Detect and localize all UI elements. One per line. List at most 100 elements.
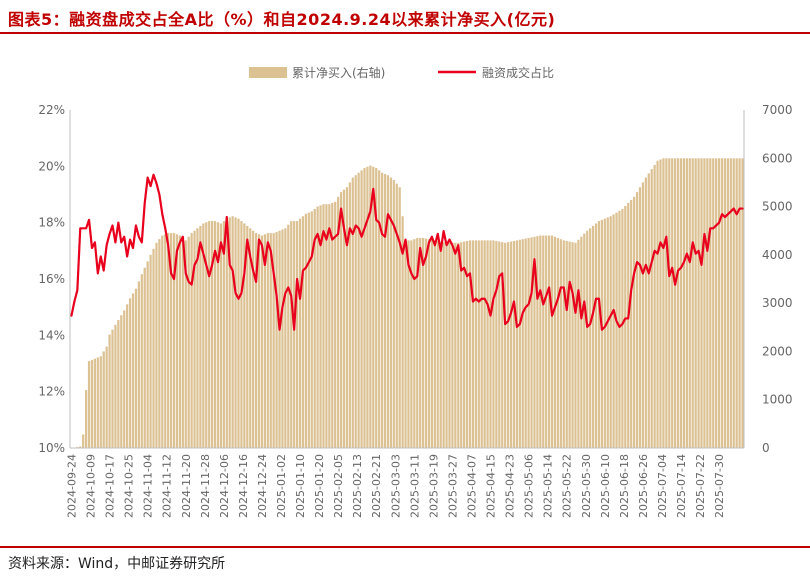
bar — [190, 233, 193, 448]
bar — [571, 242, 574, 448]
bar — [378, 170, 381, 449]
right-tick-label: 0 — [762, 441, 770, 455]
bar — [208, 221, 211, 448]
bar — [85, 390, 88, 448]
bar — [501, 242, 504, 448]
bar — [550, 235, 554, 448]
bar — [735, 158, 738, 449]
bar — [372, 166, 375, 449]
bar — [586, 230, 589, 448]
bar — [694, 158, 697, 449]
x-tick-label: 2025-02-13 — [351, 454, 364, 518]
bar — [621, 208, 624, 448]
bar — [143, 267, 146, 448]
bar — [401, 216, 404, 448]
bar — [257, 234, 261, 448]
bar — [237, 218, 240, 448]
bar — [304, 213, 308, 448]
bar-series — [73, 158, 744, 449]
bar — [489, 240, 492, 448]
bar — [442, 242, 445, 448]
bar — [498, 241, 501, 448]
bar — [249, 228, 252, 448]
bar — [131, 293, 135, 448]
left-tick-label: 14% — [38, 328, 65, 342]
bar — [545, 235, 548, 448]
bar — [357, 172, 360, 448]
bar — [521, 239, 524, 448]
bar — [597, 221, 601, 448]
bar — [169, 233, 173, 448]
bar — [703, 158, 706, 449]
bar — [310, 211, 313, 448]
bar — [427, 239, 431, 448]
source-note: 资料来源：Wind，中邮证券研究所 — [8, 556, 226, 572]
bar — [518, 239, 521, 448]
right-tick-label: 3000 — [762, 296, 793, 310]
bar — [413, 239, 416, 448]
bar — [635, 192, 639, 448]
bar — [536, 236, 539, 448]
x-tick-label: 2025-03-11 — [408, 454, 421, 518]
bar — [706, 158, 709, 449]
bar — [679, 158, 683, 449]
bar — [676, 158, 680, 449]
bar — [439, 241, 442, 448]
bar — [108, 334, 111, 448]
bar — [539, 235, 542, 448]
x-tick-label: 2025-04-23 — [504, 454, 517, 518]
bar — [149, 254, 152, 448]
bar — [720, 158, 724, 449]
x-tick-label: 2025-06-10 — [599, 454, 612, 518]
right-tick-label: 1000 — [762, 393, 793, 407]
bar — [630, 199, 633, 448]
bar — [530, 237, 533, 448]
bar — [471, 240, 475, 448]
bar — [556, 237, 560, 448]
bar — [656, 160, 659, 448]
bar — [155, 242, 158, 448]
bar — [548, 235, 551, 448]
bar — [120, 315, 123, 448]
bar — [697, 158, 700, 449]
x-tick-label: 2025-03-27 — [446, 454, 459, 518]
bar — [164, 234, 167, 448]
bar — [624, 205, 627, 448]
x-tick-label: 2025-02-05 — [332, 454, 345, 518]
bar — [709, 158, 712, 449]
bar — [404, 240, 407, 448]
x-tick-label: 2025-01-20 — [313, 454, 326, 518]
bar — [641, 182, 645, 448]
bar — [732, 158, 735, 449]
bar — [260, 235, 264, 448]
bar — [354, 175, 357, 448]
bar — [96, 357, 99, 448]
bar — [325, 204, 328, 448]
bar — [419, 237, 422, 448]
left-tick-label: 20% — [38, 159, 65, 173]
bar — [533, 236, 536, 448]
bar — [117, 320, 120, 448]
bar — [172, 233, 176, 448]
bar — [410, 240, 413, 448]
bar — [222, 221, 225, 448]
bar — [269, 233, 272, 448]
bar — [105, 346, 108, 448]
legend-swatch-bar — [249, 67, 287, 78]
bar — [351, 177, 354, 448]
bar — [240, 221, 243, 448]
bar — [562, 240, 565, 448]
bar — [307, 212, 310, 448]
legend: 累计净买入(右轴) 融资成交占比 — [249, 65, 554, 80]
bar — [468, 240, 472, 448]
bar — [638, 187, 642, 448]
bar — [451, 242, 454, 448]
bar — [486, 240, 489, 448]
bar — [389, 177, 392, 448]
bar — [700, 158, 703, 449]
bar — [416, 237, 419, 448]
bar — [290, 221, 293, 448]
line-series-path — [70, 173, 744, 331]
bar — [175, 234, 179, 448]
bar — [228, 217, 231, 448]
